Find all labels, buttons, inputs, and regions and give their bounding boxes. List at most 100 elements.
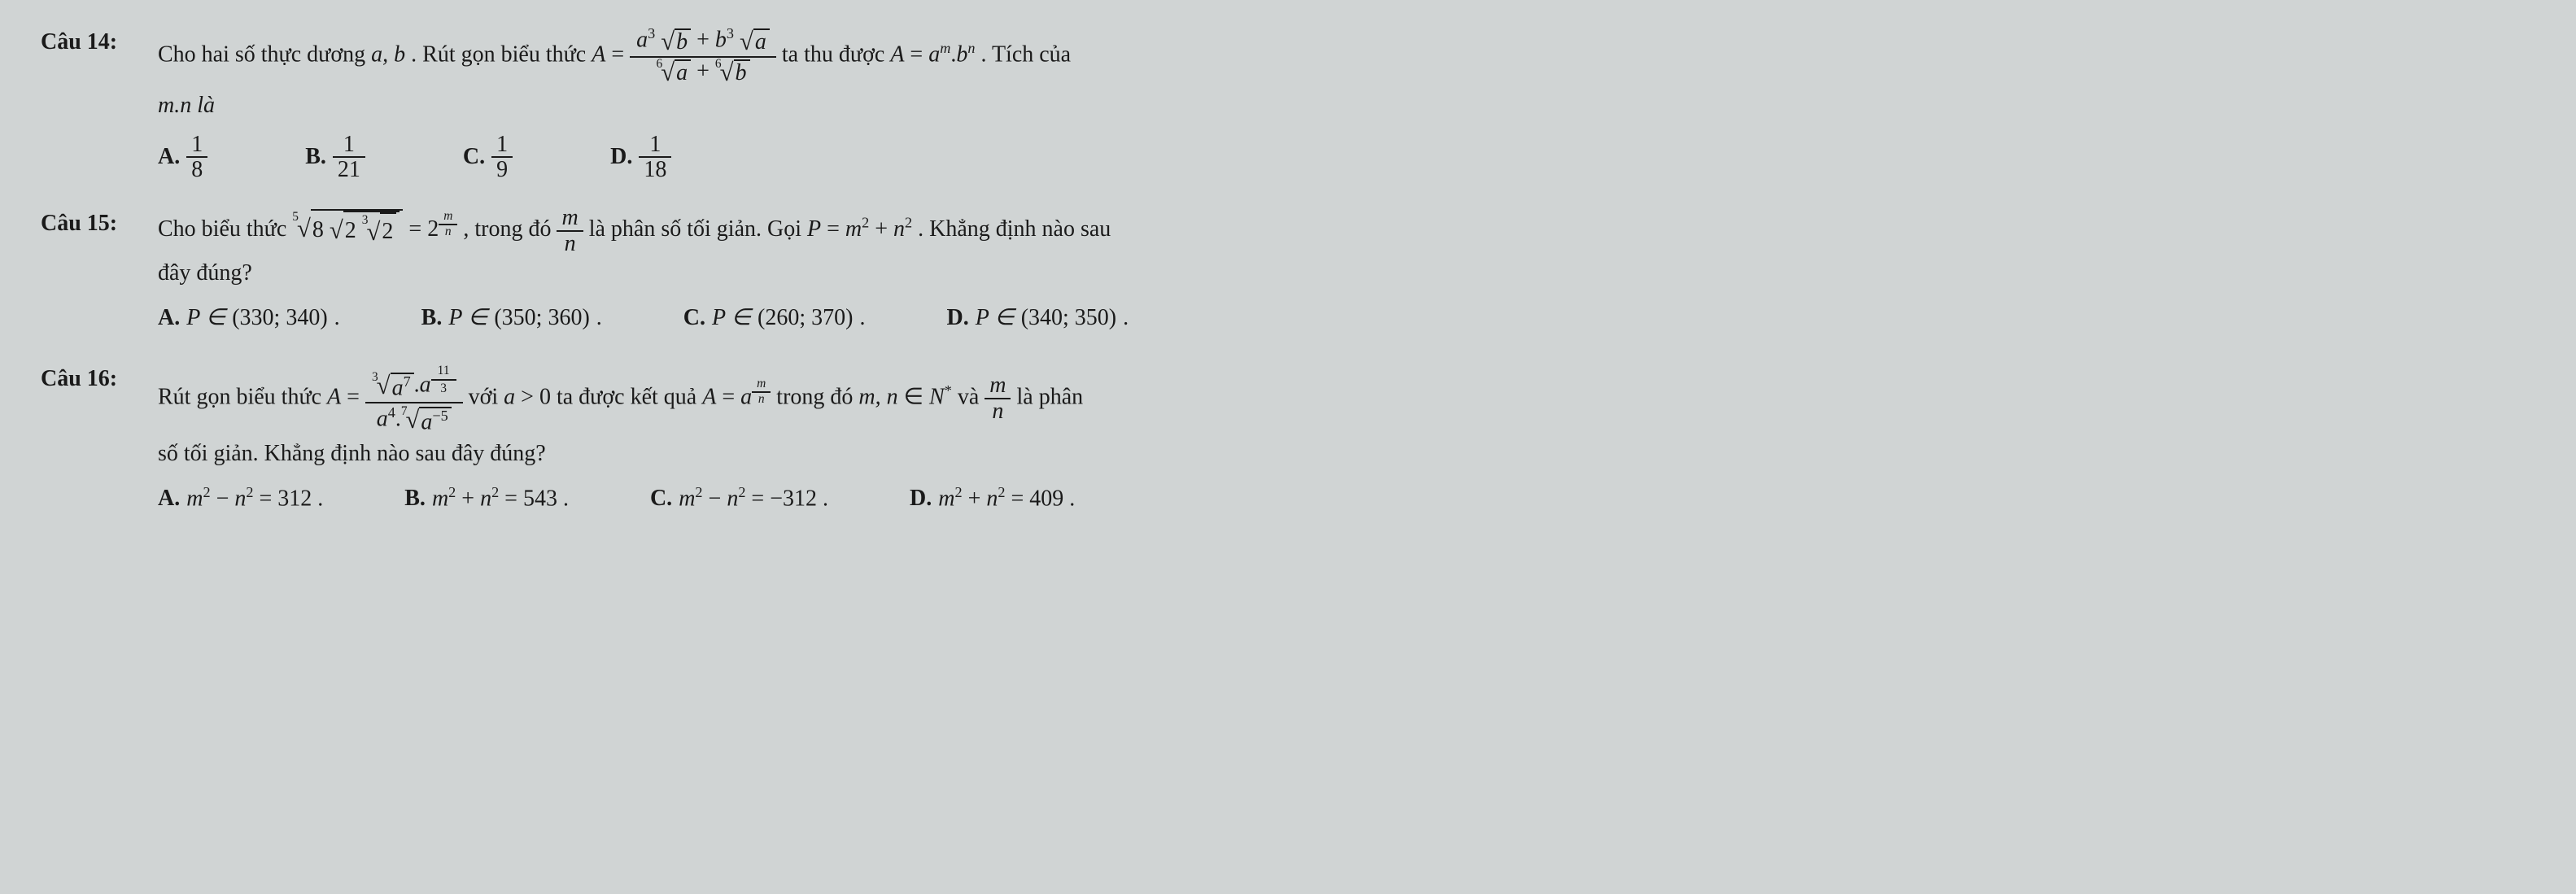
q14-optC-letter: C. xyxy=(463,139,485,176)
q16-frac-den: a4.7√a−5 xyxy=(365,403,463,436)
q15-option-a: A. P ∈ (330; 340). xyxy=(158,300,340,337)
q16-num-a7-base: a xyxy=(392,376,404,401)
q15-mid-root: √ 2 3√ 2 xyxy=(330,211,400,252)
q16-num-a-exp: 113 xyxy=(431,370,456,386)
q14-a3-exp: 3 xyxy=(648,25,655,41)
q14-optA-letter: A. xyxy=(158,139,180,176)
q16-den-root: 7√a−5 xyxy=(401,407,452,434)
q16-num-a7-exp: 7 xyxy=(404,373,411,390)
q15-optB-int: (350; 360) xyxy=(494,300,589,337)
q16-A2: A xyxy=(702,384,716,409)
q16-star: * xyxy=(945,382,952,399)
q14-eqsign: = xyxy=(611,41,630,67)
q14-b3-base: b xyxy=(715,27,727,52)
q16-optD-m-sq: 2 xyxy=(954,484,962,500)
q15-outer-root: 5√ 8 √ 2 3√ 2 xyxy=(292,209,403,252)
q14-optC-den: 9 xyxy=(491,158,513,181)
q16-mid2: ta được kết quả xyxy=(557,384,702,409)
q14-line2: m.n là xyxy=(158,88,2535,124)
q16-optA-eq: = 312 . xyxy=(253,486,323,511)
q14-bn-base: b xyxy=(956,41,967,67)
q16-num-a-exp-num: 11 xyxy=(431,363,456,381)
q15-optA-pre: P ∈ xyxy=(186,300,225,337)
q16-mn-num: m xyxy=(985,373,1011,399)
q14-option-a: A. 18 xyxy=(158,133,207,182)
q14-frac-den: 6√a + 6√b xyxy=(630,58,776,88)
q14-a3-base: a xyxy=(636,27,648,52)
q16-den-a-exp: −5 xyxy=(432,408,448,424)
q14-root6b-b: b xyxy=(734,59,750,85)
q15-optD-dot: . xyxy=(1123,300,1129,337)
q16-optD-expr: m2 + n2 = 409 . xyxy=(938,481,1075,517)
q16-den-root-rad: a−5 xyxy=(419,407,451,434)
q16-agt0: > 0 xyxy=(515,384,551,409)
question-15-stem: Cho biểu thức 5√ 8 √ 2 3√ 2 xyxy=(158,206,2535,255)
q16-optA-minus: − xyxy=(211,486,235,511)
q14-optB-letter: B. xyxy=(305,139,326,176)
q14-A: A xyxy=(592,41,605,67)
q16-optA-m-sq: 2 xyxy=(203,484,210,500)
q16-mn: m, n xyxy=(858,384,897,409)
q16-den-a4-base: a xyxy=(377,406,388,431)
q14-A2: A xyxy=(890,41,904,67)
q15-optA-dot: . xyxy=(334,300,340,337)
q16-optD-plus: + xyxy=(963,486,987,511)
q16-mid5: là phân xyxy=(1016,384,1083,409)
q14-optB-den: 21 xyxy=(333,158,365,181)
q14-optD-num: 1 xyxy=(639,133,671,158)
q15-options: A. P ∈ (330; 340). B. P ∈ (350; 360). C.… xyxy=(158,300,2535,337)
q16-optC-m-sq: 2 xyxy=(695,484,702,500)
q14-optC-frac: 19 xyxy=(491,133,513,182)
q16-optD-n: n xyxy=(986,486,998,511)
q16-a-var: a xyxy=(504,384,515,409)
q15-P: P xyxy=(807,216,821,242)
q16-mid4: và xyxy=(958,384,985,409)
q16-line2: số tối giản. Khẳng định nào sau đây đúng… xyxy=(158,436,2535,473)
question-16-stem: Rút gọn biểu thức A = 3√a7.a113 a4.7√a−5… xyxy=(158,361,2535,436)
q16-eq2: = xyxy=(722,384,740,409)
q14-option-c: C. 19 xyxy=(463,133,513,182)
q14-optB-frac: 121 xyxy=(333,133,365,182)
q14-optB-num: 1 xyxy=(333,133,365,158)
q14-optC-num: 1 xyxy=(491,133,513,158)
q16-prefix: Rút gọn biểu thức xyxy=(158,384,327,409)
q16-optB-letter: B. xyxy=(404,481,426,517)
q16-a-exp-den: n xyxy=(752,393,771,406)
q14-ab: a, b xyxy=(371,41,405,67)
q15-two-mid: 2 xyxy=(345,218,356,243)
q16-den-a-base: a xyxy=(421,409,432,434)
q15-optC-letter: C. xyxy=(683,300,705,337)
q16-optB-eq: = 543 . xyxy=(499,486,569,511)
question-16-label: Câu 16: xyxy=(41,361,138,398)
q16-Nstar: N xyxy=(929,384,945,409)
q15-exp-den: n xyxy=(439,225,457,238)
q16-optC-minus: − xyxy=(703,486,727,511)
q15-base2: 2 xyxy=(427,216,439,242)
q16-a-exp-frac: mn xyxy=(752,377,771,405)
q14-optA-den: 8 xyxy=(186,158,207,181)
q15-n2-base: n xyxy=(893,216,905,242)
q15-eq: = xyxy=(408,216,427,242)
q16-option-c: C. m2 − n2 = −312 . xyxy=(650,481,828,517)
q14-am-exp: m xyxy=(940,40,950,56)
q15-optC-int: (260; 370) xyxy=(758,300,853,337)
q14-bn-exp: n xyxy=(967,40,975,56)
q15-mid3: . Khẳng định nào sau xyxy=(918,216,1111,242)
q15-optA-letter: A. xyxy=(158,300,180,337)
q16-main-frac: 3√a7.a113 a4.7√a−5 xyxy=(365,361,463,436)
q15-option-c: C. P ∈ (260; 370). xyxy=(683,300,866,337)
q16-eq: = xyxy=(347,384,365,409)
q15-prefix: Cho biểu thức xyxy=(158,216,292,242)
question-14-label: Câu 14: xyxy=(41,24,138,61)
q16-den-a4-exp: 4 xyxy=(388,404,395,421)
q14-mn: m.n là xyxy=(158,93,215,118)
q16-optB-expr: m2 + n2 = 543 . xyxy=(432,481,569,517)
q15-optB-letter: B. xyxy=(421,300,443,337)
q16-den-dot: . xyxy=(395,406,401,431)
q16-optC-expr: m2 − n2 = −312 . xyxy=(679,481,828,517)
q15-mid2: là phân số tối giản. Gọi xyxy=(589,216,807,242)
q15-optB-pre: P ∈ xyxy=(448,300,487,337)
q14-plus2: + xyxy=(696,59,715,84)
q14-optD-den: 18 xyxy=(639,158,671,181)
q16-optA-expr: m2 − n2 = 312 . xyxy=(186,481,323,517)
